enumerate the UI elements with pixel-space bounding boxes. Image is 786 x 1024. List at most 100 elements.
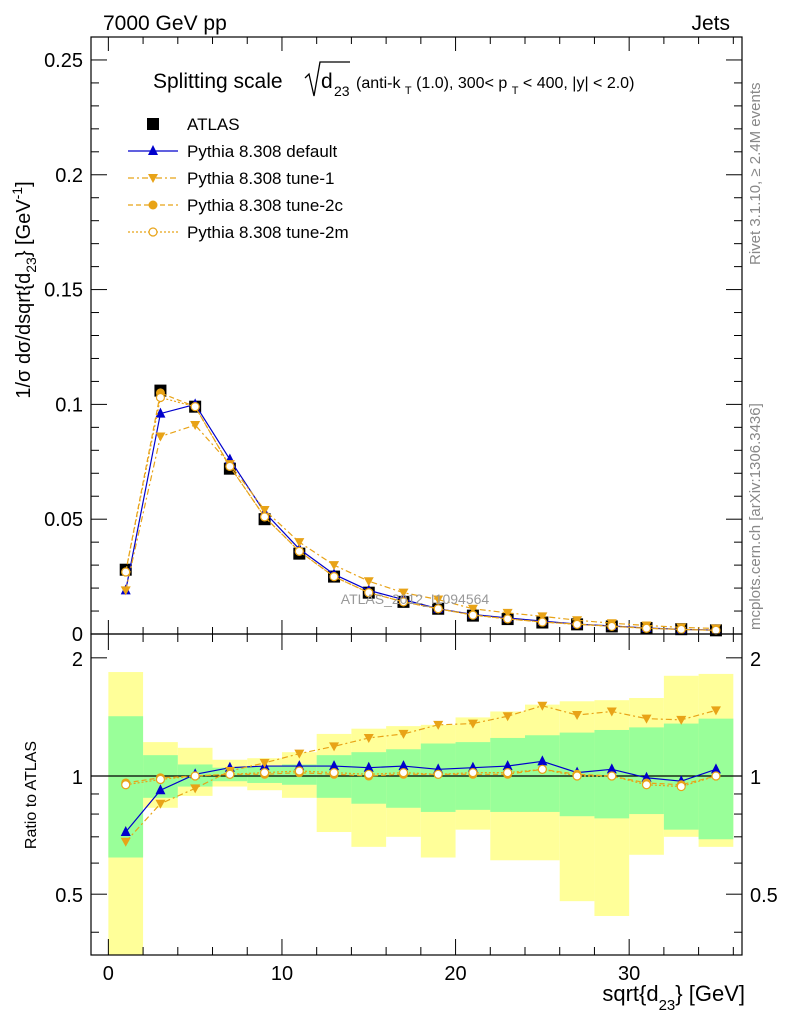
main-ytick-label: 0.05 <box>44 509 83 531</box>
series-point <box>468 610 478 620</box>
ratio-point <box>468 768 478 778</box>
ratio-point <box>329 760 340 771</box>
ratio-point <box>606 707 617 717</box>
ratio-point <box>398 729 409 739</box>
series-point <box>294 538 305 548</box>
ratio-point <box>398 760 409 771</box>
legend-marker <box>147 118 159 130</box>
ratio-point <box>363 761 374 772</box>
title-cut-b: (1.0), 300< p <box>416 75 507 92</box>
main-ytick-label: 0.15 <box>44 280 83 302</box>
ratio-point <box>294 749 305 759</box>
y-label-a: 1/σ dσ/dsqrt{d <box>13 273 35 399</box>
xtick-label: 10 <box>271 963 293 985</box>
title-cut-c: < 400, |y| < 2.0) <box>523 75 635 92</box>
x-label-a: sqrt{d <box>602 981 658 1006</box>
ratio-point <box>259 758 270 768</box>
ratio-point <box>155 799 166 809</box>
header-left: 7000 GeV pp <box>103 12 227 35</box>
legend-label: Pythia 8.308 tune-2c <box>187 196 343 215</box>
main-ytick-label: 0.1 <box>55 394 83 416</box>
ratio-point <box>641 780 652 790</box>
ratio-point <box>364 769 374 779</box>
ratio-line-pythia-8-308-tune-1 <box>125 705 717 843</box>
ratio-point <box>537 755 548 766</box>
series-point <box>329 561 340 571</box>
ratio-point <box>433 720 444 730</box>
ratio-point <box>572 771 582 781</box>
series-point <box>120 586 131 596</box>
ratio-line-pythia-8-308-default <box>125 760 717 833</box>
title-sqrt-sub: 23 <box>334 83 350 99</box>
series-point <box>433 604 443 614</box>
ratio-point <box>572 711 583 721</box>
ratio-point <box>121 780 131 790</box>
series-point <box>537 612 548 622</box>
ratio-point <box>710 706 721 716</box>
series-point <box>467 604 478 614</box>
ratio-ytick-label-left: 1 <box>72 767 83 789</box>
ratio-frame <box>90 633 743 956</box>
ratio-plot-area: 0.5 0.51 12 20 10 20 30 <box>55 633 778 985</box>
mcplots-label: mcplots.cern.ch [arXiv:1306.3436] <box>747 403 764 630</box>
series-point <box>259 506 270 516</box>
xtick-label: 20 <box>444 963 466 985</box>
series-point <box>329 571 339 582</box>
main-ytick-label: 0.2 <box>55 165 83 187</box>
x-label-b: } [GeV] <box>675 981 745 1006</box>
ratio-point <box>676 781 686 792</box>
legend-label: Pythia 8.308 default <box>187 142 338 161</box>
x-axis-label: sqrt{d23} [GeV] <box>602 981 745 1014</box>
series-point <box>398 588 409 598</box>
ratio-point <box>363 733 374 743</box>
ratio-point <box>329 742 340 752</box>
title-sqrt-arg: d <box>321 70 333 93</box>
ratio-point <box>225 769 235 779</box>
ratio-series-layer <box>120 701 721 847</box>
series-point <box>363 577 374 587</box>
ratio-point <box>711 771 721 781</box>
series-point <box>711 625 721 635</box>
main-y-label: 1/σ dσ/dsqrt{d23} [GeV-1] <box>9 181 39 398</box>
ratio-point <box>329 768 339 778</box>
ratio-y-label: Ratio to ATLAS <box>23 741 40 849</box>
ratio-point <box>641 771 652 782</box>
series-point <box>503 614 513 624</box>
series-line-pythia-8-308-tune-1 <box>125 424 716 630</box>
xtick-label: 30 <box>618 963 640 985</box>
series-point <box>155 392 166 403</box>
ratio-point <box>606 763 617 774</box>
series-point <box>225 461 235 471</box>
ratio-point <box>260 768 270 778</box>
ratio-point <box>155 784 166 795</box>
header-right: Jets <box>691 12 730 35</box>
ratio-point <box>502 760 513 771</box>
series-point <box>190 402 200 412</box>
ratio-point <box>537 701 548 711</box>
series-point <box>155 432 166 442</box>
legend-label: ATLAS <box>187 115 240 134</box>
ratio-ytick-label-left: 2 <box>72 649 83 671</box>
y-label-c: ] <box>13 181 35 187</box>
y-label-b: } [GeV <box>13 199 35 257</box>
ratio-ytick-label-right: 1 <box>750 767 761 789</box>
stat-uncertainty-band <box>629 727 664 815</box>
ratio-ytick-label-left: 0.5 <box>55 885 83 907</box>
ratio-point <box>607 771 617 781</box>
series-point <box>398 597 409 607</box>
series-point <box>433 595 444 605</box>
legend-label: Pythia 8.308 tune-2m <box>187 223 349 242</box>
ratio-point <box>190 771 200 781</box>
ratio-point <box>398 768 409 778</box>
ratio-point <box>537 764 547 774</box>
series-point <box>190 421 201 431</box>
series-point <box>502 608 513 618</box>
series-point <box>155 407 166 418</box>
svg-text:(anti-k T (1.0), 3: (anti-k T (1.0), 300< p T < 400, |y| < 2… <box>356 75 634 98</box>
ratio-point <box>190 784 201 794</box>
series-point <box>364 588 374 598</box>
title-cut-sub2: T <box>512 85 519 97</box>
svg-text:23: 23 <box>334 83 350 99</box>
ratio-point <box>503 768 513 778</box>
legend-marker <box>148 145 158 155</box>
